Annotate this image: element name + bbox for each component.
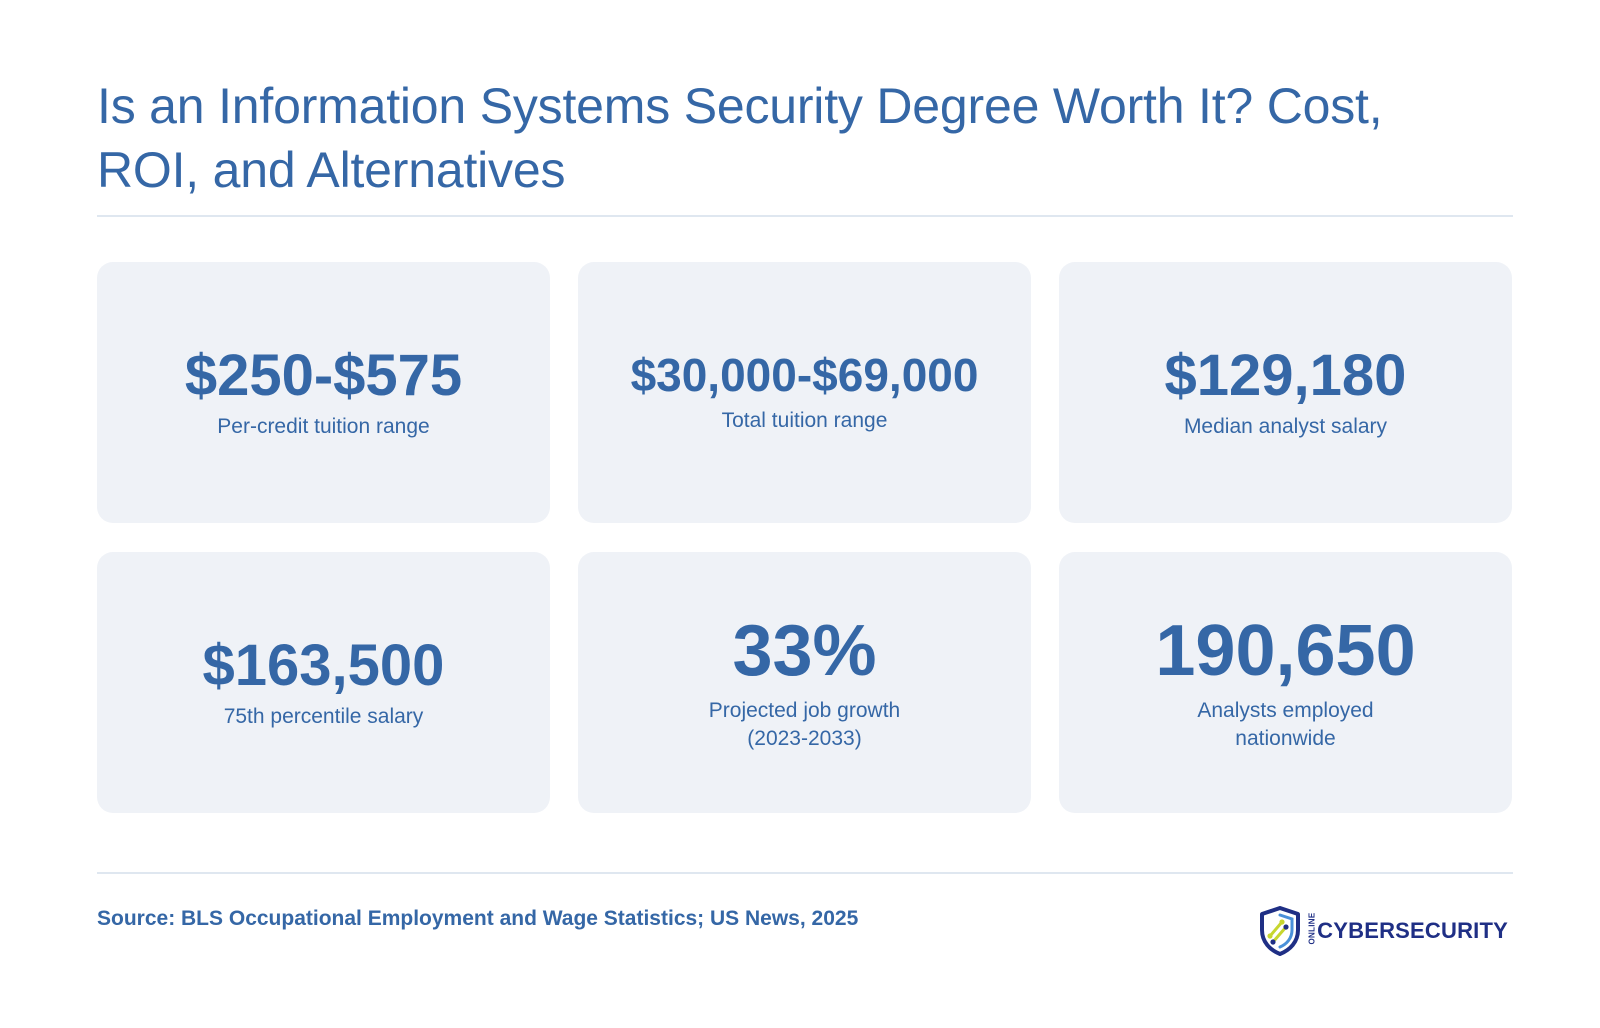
stat-card-total-tuition: $30,000-$69,000 Total tuition range — [578, 262, 1031, 523]
stat-label: Median analyst salary — [1183, 415, 1388, 439]
stat-card-analysts-employed: 190,650 Analysts employed nationwide — [1059, 552, 1512, 813]
stat-card-per-credit-tuition: $250-$575 Per-credit tuition range — [97, 262, 550, 523]
stat-card-median-salary: $129,180 Median analyst salary — [1059, 262, 1512, 523]
stat-card-75th-percentile-salary: $163,500 75th percentile salary — [97, 552, 550, 813]
stat-value: $30,000-$69,000 — [630, 349, 979, 402]
stat-label: Projected job growth (2023-2033) — [708, 699, 901, 751]
stat-label: Total tuition range — [721, 408, 888, 432]
source-citation: Source: BLS Occupational Employment and … — [97, 907, 859, 930]
stat-card-job-growth: 33% Projected job growth (2023-2033) — [578, 552, 1031, 813]
stat-value: 33% — [732, 610, 877, 691]
page-title: Is an Information Systems Security Degre… — [97, 78, 1383, 198]
logo-prefix: ONLINE — [1307, 912, 1317, 945]
logo-wordmark: CYBERSECURITY — [1317, 918, 1508, 943]
stat-value: $163,500 — [202, 632, 445, 698]
stat-value: $129,180 — [1164, 342, 1407, 408]
stat-value: $250-$575 — [184, 342, 463, 408]
bottom-divider — [97, 872, 1513, 874]
stat-value: 190,650 — [1155, 610, 1416, 691]
stat-label: Analysts employed nationwide — [1197, 699, 1374, 751]
top-divider — [97, 215, 1513, 217]
stat-label: 75th percentile salary — [223, 705, 424, 729]
stat-label: Per-credit tuition range — [217, 415, 430, 439]
brand-logo: ONLINE CYBERSECURITY — [1258, 906, 1508, 956]
stats-grid: $250-$575 Per-credit tuition range $30,0… — [97, 262, 1513, 814]
shield-icon — [1258, 906, 1302, 956]
